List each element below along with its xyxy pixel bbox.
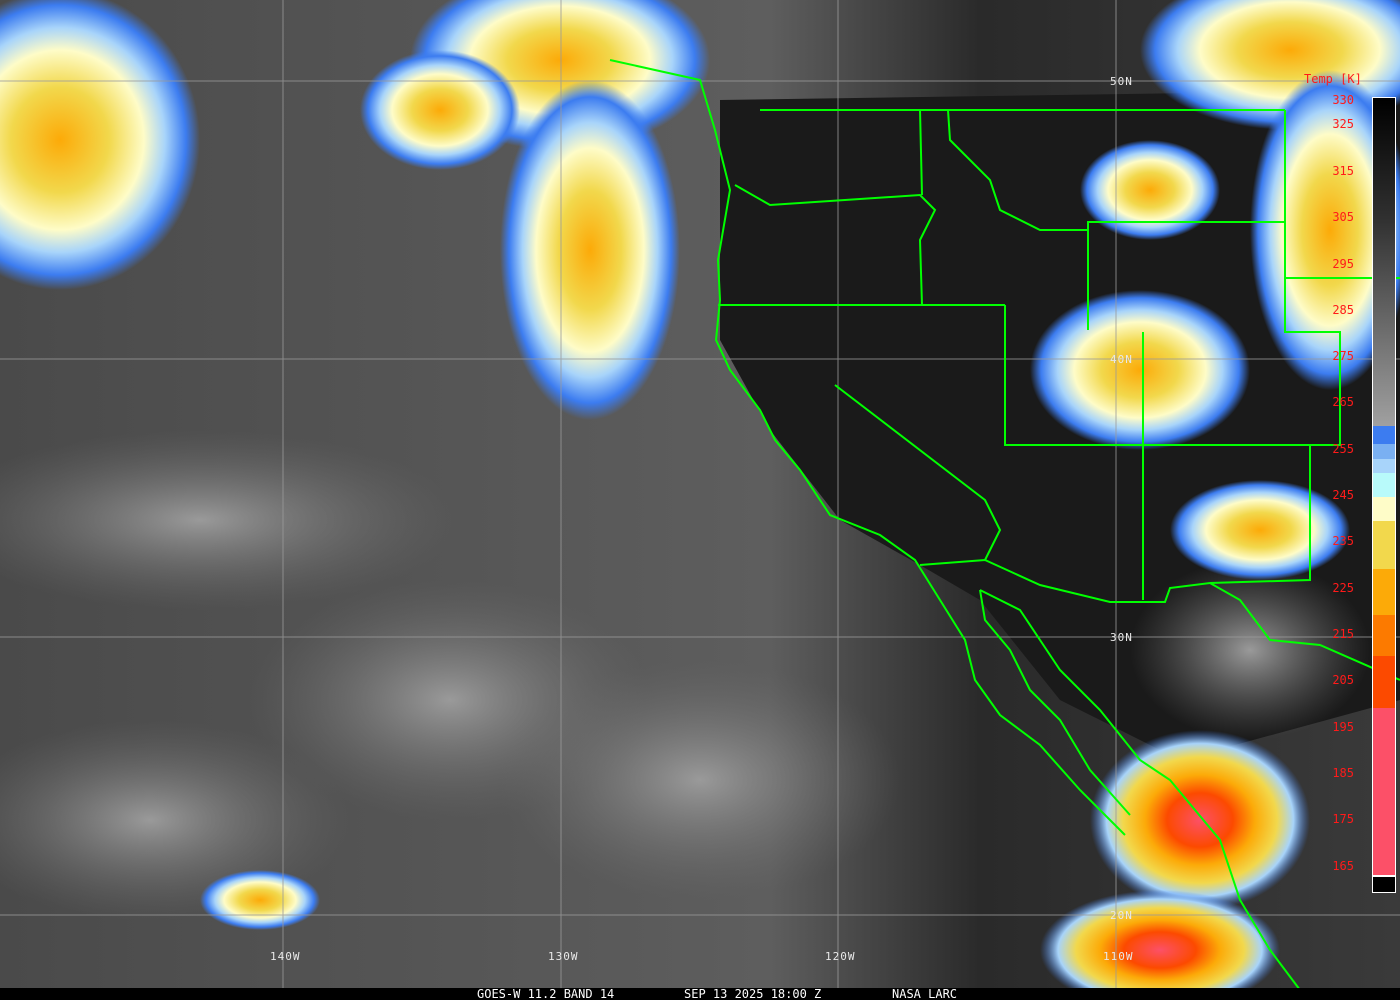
colorbar-tick-label: 315: [1332, 164, 1354, 178]
low-clouds: [0, 430, 1370, 920]
caption-satellite: GOES-W 11.2 BAND 14: [477, 987, 615, 1000]
lat-label-50n: 50N: [1110, 75, 1133, 88]
baja-gulf-coast: [979, 589, 1131, 816]
colorbar-tick-label: 295: [1332, 257, 1354, 271]
colorbar-tick-label: 165: [1332, 859, 1354, 873]
lon-label-140w: 140W: [270, 950, 301, 963]
border-id: [919, 109, 1088, 231]
caption-datetime: SEP 13 2025 18:00 Z: [684, 987, 822, 1000]
caption-source: NASA LARC: [892, 987, 958, 1000]
mainland-mexico-coast: [979, 589, 1301, 991]
colorbar-tick-label: 275: [1332, 349, 1354, 363]
lat-label-20n: 20N: [1110, 909, 1133, 922]
colorbar-tick-label: 330: [1332, 93, 1354, 107]
colorbar-tick-label: 325: [1332, 117, 1354, 131]
colorbar-tick-label: 245: [1332, 488, 1354, 502]
colorbar-tick-label: 235: [1332, 534, 1354, 548]
colorbar-title: Temp [K]: [1304, 72, 1362, 86]
caption-bar: GOES-W 11.2 BAND 14 SEP 13 2025 18:00 Z …: [0, 988, 1400, 1000]
border-nv-ca: [834, 384, 1002, 561]
border-mt: [1284, 110, 1400, 279]
colorbar-tick-label: 255: [1332, 442, 1354, 456]
colorbar-tick-label: 175: [1332, 812, 1354, 826]
lat-label-40n: 40N: [1110, 353, 1133, 366]
colorbar-tick-label: 265: [1332, 395, 1354, 409]
political-boundaries: [609, 59, 1400, 991]
lon-label-130w: 130W: [548, 950, 579, 963]
colorbar-tick-label: 185: [1332, 766, 1354, 780]
border-wa-or: [734, 184, 937, 306]
coastline: [609, 59, 1126, 836]
temperature-colorbar: [1372, 97, 1396, 893]
border-us-mexico: [919, 558, 1400, 681]
colorbar-tick-label: 285: [1332, 303, 1354, 317]
lon-label-110w: 110W: [1103, 950, 1134, 963]
border-nv-ut: [1004, 221, 1341, 446]
lat-label-30n: 30N: [1110, 631, 1133, 644]
colorbar-tick-label: 305: [1332, 210, 1354, 224]
border-az-nm: [1142, 332, 1311, 600]
colorbar-tick-label: 205: [1332, 673, 1354, 687]
colorbar-tick-label: 215: [1332, 627, 1354, 641]
lon-label-120w: 120W: [825, 950, 856, 963]
colorbar-tick-label: 225: [1332, 581, 1354, 595]
colorbar-tick-label: 195: [1332, 720, 1354, 734]
